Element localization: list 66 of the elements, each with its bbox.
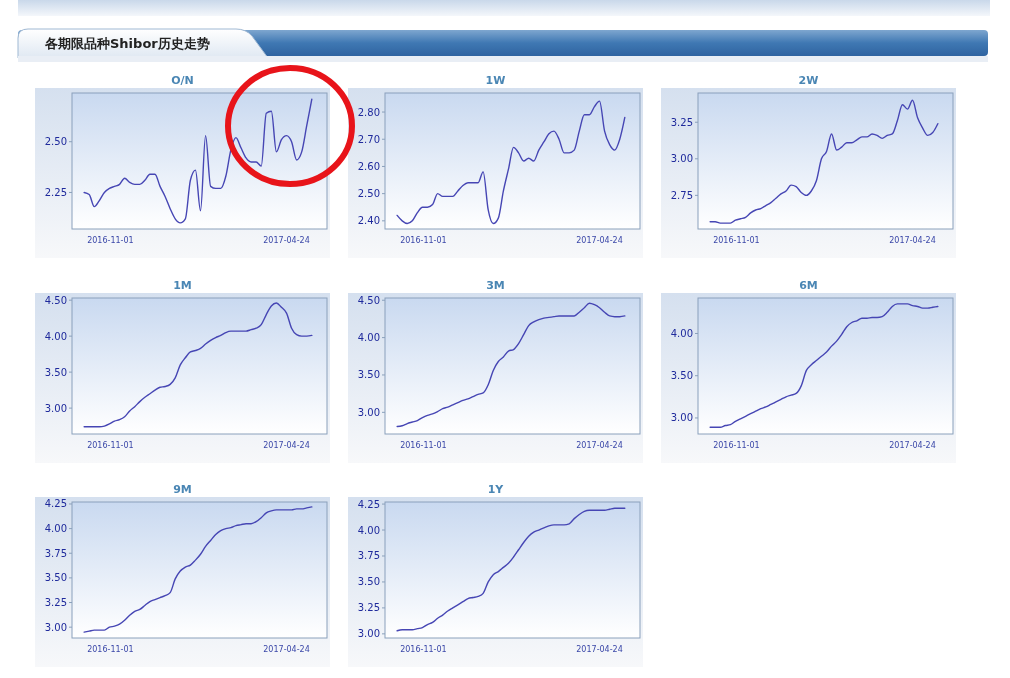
y-tick-label: 3.75 (357, 550, 380, 562)
y-tick-label: 3.50 (357, 576, 380, 588)
x-tick-label: 2016-11-01 (87, 236, 134, 245)
line-series (83, 98, 313, 224)
line-series (83, 506, 313, 633)
x-tick-label: 2017-04-24 (263, 645, 310, 654)
y-tick-label: 2.50 (44, 136, 67, 148)
y-tick-label: 3.75 (44, 547, 67, 559)
y-tick-label: 2.60 (357, 160, 380, 172)
y-tick-label: 3.00 (670, 153, 693, 165)
x-tick-label: 2016-11-01 (713, 441, 760, 450)
x-tick-label: 2016-11-01 (713, 236, 760, 245)
y-tick-label: 3.50 (44, 572, 67, 584)
x-tick-label: 2016-11-01 (400, 236, 447, 245)
y-tick-label: 2.40 (357, 215, 380, 227)
y-tick-label: 3.25 (670, 116, 693, 128)
line-series (709, 303, 939, 428)
x-tick-label: 2016-11-01 (400, 441, 447, 450)
x-tick-label: 2017-04-24 (263, 441, 310, 450)
y-tick-label: 3.00 (44, 402, 67, 414)
chart-title: 6M (799, 279, 818, 292)
chart-title: 1W (485, 74, 506, 87)
y-tick-label: 3.00 (44, 621, 67, 633)
chart-title: 1Y (487, 483, 505, 496)
x-tick-label: 2017-04-24 (889, 236, 936, 245)
y-tick-label: 4.00 (44, 523, 67, 535)
line-series (396, 100, 626, 225)
x-tick-label: 2017-04-24 (576, 441, 623, 450)
line-series (396, 507, 626, 632)
y-tick-label: 2.25 (44, 186, 67, 198)
y-tick-label: 3.50 (670, 370, 693, 382)
y-tick-label: 4.50 (357, 294, 380, 306)
chart-title: 1M (173, 279, 192, 292)
chart-title: O/N (171, 74, 194, 87)
y-tick-label: 3.00 (670, 412, 693, 424)
y-tick-label: 4.00 (357, 524, 380, 536)
chart-title: 3M (486, 279, 505, 292)
y-tick-label: 2.75 (670, 189, 693, 201)
chart-title: 2W (798, 74, 819, 87)
y-tick-label: 3.50 (44, 366, 67, 378)
x-tick-label: 2016-11-01 (87, 645, 134, 654)
x-tick-label: 2017-04-24 (576, 645, 623, 654)
x-tick-label: 2016-11-01 (400, 645, 447, 654)
y-tick-label: 2.80 (357, 106, 380, 118)
line-series (396, 302, 626, 428)
line-series (709, 99, 939, 224)
y-tick-label: 4.00 (670, 327, 693, 339)
y-tick-label: 3.25 (357, 602, 380, 614)
y-tick-label: 3.00 (357, 406, 380, 418)
x-tick-label: 2016-11-01 (87, 441, 134, 450)
y-tick-label: 3.00 (357, 628, 380, 640)
y-tick-label: 4.25 (44, 498, 67, 510)
x-tick-label: 2017-04-24 (889, 441, 936, 450)
y-tick-label: 4.00 (357, 332, 380, 344)
y-tick-label: 3.50 (357, 369, 380, 381)
line-series (83, 302, 313, 428)
x-tick-label: 2017-04-24 (576, 236, 623, 245)
chart-title: 9M (173, 483, 192, 496)
y-tick-label: 4.00 (44, 330, 67, 342)
text: 各期限品种Shibor历史走势 (44, 36, 210, 51)
y-tick-label: 2.70 (357, 133, 380, 145)
y-tick-label: 2.50 (357, 188, 380, 200)
y-tick-label: 3.25 (44, 597, 67, 609)
x-tick-label: 2017-04-24 (263, 236, 310, 245)
y-tick-label: 4.50 (44, 294, 67, 306)
y-tick-label: 4.25 (357, 498, 380, 510)
